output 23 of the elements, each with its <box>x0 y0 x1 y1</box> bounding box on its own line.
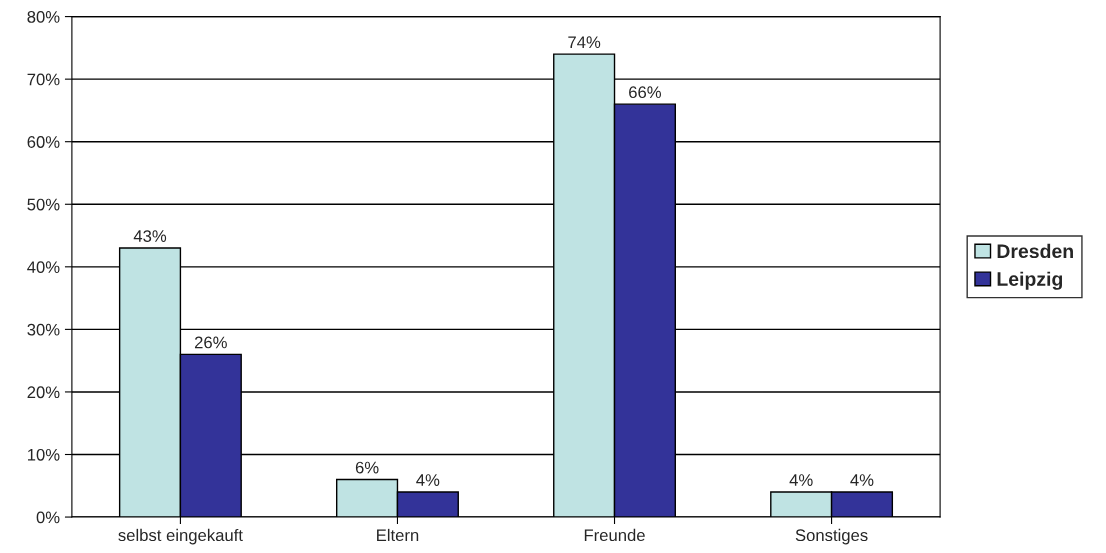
data-label: 66% <box>629 86 661 99</box>
data-label: 4% <box>850 474 874 486</box>
data-label: 26% <box>194 336 227 349</box>
x-tick-label: selbst eingekauft <box>118 528 243 545</box>
y-tick-label: 60% <box>27 136 60 148</box>
data-label: 4% <box>789 474 813 486</box>
data-label: 74% <box>568 36 601 48</box>
data-label: 43% <box>133 230 167 242</box>
data-label: 4% <box>416 474 440 486</box>
x-tick-label: Freunde <box>584 528 645 542</box>
x-tick-label: Eltern <box>377 528 419 542</box>
y-tick-label: 80% <box>27 10 60 23</box>
y-tick-label: 50% <box>27 198 60 211</box>
y-tick-label: 30% <box>27 323 60 336</box>
legend-label: Dresden <box>997 243 1073 259</box>
y-tick-label: 40% <box>27 261 60 274</box>
y-tick-label: 70% <box>27 73 60 86</box>
x-tick-label: Sonstiges <box>795 528 868 545</box>
y-tick-label: 0% <box>36 511 60 524</box>
y-tick-label: 20% <box>27 386 60 399</box>
y-tick-label: 10% <box>28 448 60 461</box>
data-label: 6% <box>355 461 379 474</box>
legend-label: Leipzig <box>997 271 1063 290</box>
